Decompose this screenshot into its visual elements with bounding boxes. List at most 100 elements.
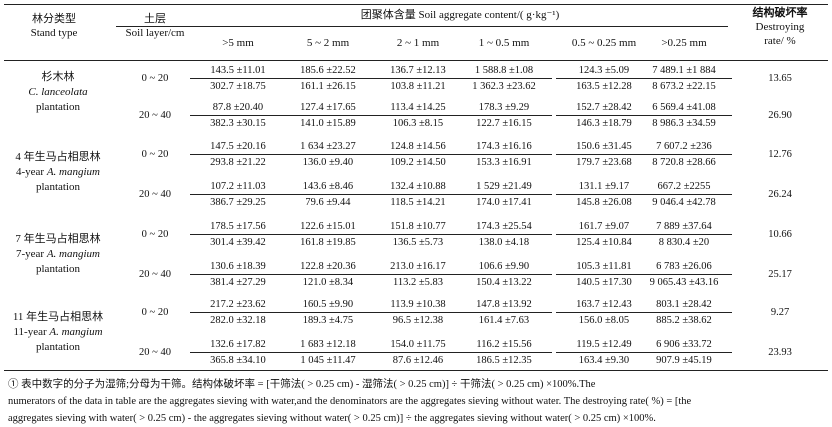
numerator-wet-sieving: 1 683 ±12.18 bbox=[280, 338, 376, 353]
header-bottom-rule bbox=[4, 60, 828, 61]
stand-label: 7 年生马占相思林 7-year A. mangium plantation bbox=[8, 232, 108, 277]
header-layer-cn: 土层 bbox=[144, 13, 166, 25]
denominator-dry-sieving: 282.0 ±32.18 bbox=[210, 315, 266, 326]
denominator-dry-sieving: 140.5 ±17.30 bbox=[576, 277, 632, 288]
footnote-line-2: numerators of the data in table are the … bbox=[8, 396, 692, 407]
denominator-dry-sieving: 365.8 ±34.10 bbox=[210, 355, 266, 366]
numerator-wet-sieving: 122.8 ±20.36 bbox=[280, 260, 376, 275]
aggregate-fraction-cell: 217.2 ±23.62 282.0 ±32.18 bbox=[190, 298, 286, 327]
aggregate-fraction-cell: 161.7 ±9.07 125.4 ±10.84 bbox=[556, 220, 652, 249]
header-size-col: 0.5 ~ 0.25 mm bbox=[571, 37, 637, 49]
numerator-wet-sieving: 87.8 ±20.40 bbox=[190, 101, 286, 116]
denominator-dry-sieving: 153.3 ±16.91 bbox=[476, 157, 532, 168]
soil-layer-cell: 20 ~ 40 bbox=[139, 347, 171, 358]
numerator-wet-sieving: 174.3 ±16.16 bbox=[456, 140, 552, 155]
stand-en-italic: A. mangium bbox=[49, 326, 103, 338]
aggregate-fraction-cell: 132.6 ±17.82 365.8 ±34.10 bbox=[190, 338, 286, 367]
aggregate-fraction-cell: 143.5 ±11.01 302.7 ±18.75 bbox=[190, 64, 286, 93]
denominator-dry-sieving: 136.0 ±9.40 bbox=[302, 157, 354, 168]
soil-layer-cell: 20 ~ 40 bbox=[139, 110, 171, 121]
aggregate-fraction-cell: 107.2 ±11.03 386.7 ±29.25 bbox=[190, 180, 286, 209]
denominator-dry-sieving: 122.7 ±16.15 bbox=[476, 118, 532, 129]
aggregate-fraction-cell: 147.8 ±13.92 161.4 ±7.63 bbox=[456, 298, 552, 327]
numerator-wet-sieving: 6 569.4 ±41.08 bbox=[636, 101, 732, 116]
numerator-wet-sieving: 130.6 ±18.39 bbox=[190, 260, 286, 275]
header-size-col: 5 ~ 2 mm bbox=[306, 37, 350, 49]
numerator-wet-sieving: 107.2 ±11.03 bbox=[190, 180, 286, 195]
denominator-dry-sieving: 136.5 ±5.73 bbox=[392, 237, 444, 248]
numerator-wet-sieving: 122.6 ±15.01 bbox=[280, 220, 376, 235]
denominator-dry-sieving: 1 362.3 ±23.62 bbox=[472, 81, 536, 92]
numerator-wet-sieving: 143.5 ±11.01 bbox=[190, 64, 286, 79]
numerator-wet-sieving: 106.6 ±9.90 bbox=[456, 260, 552, 275]
table-bottom-rule bbox=[4, 370, 828, 371]
aggregate-fraction-cell: 213.0 ±16.17 113.2 ±5.83 bbox=[370, 260, 466, 289]
aggregate-fraction-cell: 1 588.8 ±1.08 1 362.3 ±23.62 bbox=[456, 64, 552, 93]
aggregate-fraction-cell: 113.4 ±14.25 106.3 ±8.15 bbox=[370, 101, 466, 130]
numerator-wet-sieving: 105.3 ±11.81 bbox=[556, 260, 652, 275]
numerator-wet-sieving: 152.7 ±28.42 bbox=[556, 101, 652, 116]
numerator-wet-sieving: 6 906 ±33.72 bbox=[636, 338, 732, 353]
denominator-dry-sieving: 141.0 ±15.89 bbox=[300, 118, 356, 129]
denominator-dry-sieving: 386.7 ±29.25 bbox=[210, 197, 266, 208]
aggregate-fraction-cell: 151.8 ±10.77 136.5 ±5.73 bbox=[370, 220, 466, 249]
aggregate-fraction-cell: 105.3 ±11.81 140.5 ±17.30 bbox=[556, 260, 652, 289]
aggregate-fraction-cell: 667.2 ±2255 9 046.4 ±42.78 bbox=[636, 180, 732, 209]
denominator-dry-sieving: 161.1 ±26.15 bbox=[300, 81, 356, 92]
aggregate-fraction-cell: 178.3 ±9.29 122.7 ±16.15 bbox=[456, 101, 552, 130]
stand-label: 杉木林 C. lanceolata plantation bbox=[8, 70, 108, 115]
aggregate-fraction-cell: 143.6 ±8.46 79.6 ±9.44 bbox=[280, 180, 376, 209]
aggregate-fraction-cell: 163.7 ±12.43 156.0 ±8.05 bbox=[556, 298, 652, 327]
numerator-wet-sieving: 803.1 ±28.42 bbox=[636, 298, 732, 313]
header-layer-en: Soil layer/cm bbox=[125, 27, 185, 39]
denominator-dry-sieving: 96.5 ±12.38 bbox=[392, 315, 444, 326]
denominator-dry-sieving: 302.7 ±18.75 bbox=[210, 81, 266, 92]
aggregate-fraction-cell: 7 489.1 ±1 884 8 673.2 ±22.15 bbox=[636, 64, 732, 93]
aggregate-fraction-cell: 1 529 ±21.49 174.0 ±17.41 bbox=[456, 180, 552, 209]
denominator-dry-sieving: 301.4 ±39.42 bbox=[210, 237, 266, 248]
soil-layer-cell: 0 ~ 20 bbox=[141, 307, 169, 318]
stand-en-prefix: 11-year bbox=[13, 326, 50, 338]
header-stand-cn: 林分类型 bbox=[32, 13, 76, 25]
denominator-dry-sieving: 146.3 ±18.79 bbox=[576, 118, 632, 129]
denominator-dry-sieving: 125.4 ±10.84 bbox=[576, 237, 632, 248]
aggregate-fraction-cell: 1 683 ±12.18 1 045 ±11.47 bbox=[280, 338, 376, 367]
aggregate-fraction-cell: 122.8 ±20.36 121.0 ±8.34 bbox=[280, 260, 376, 289]
aggregate-fraction-cell: 87.8 ±20.40 382.3 ±30.15 bbox=[190, 101, 286, 130]
numerator-wet-sieving: 127.4 ±17.65 bbox=[280, 101, 376, 116]
aggregate-fraction-cell: 132.4 ±10.88 118.5 ±14.21 bbox=[370, 180, 466, 209]
aggregate-fraction-cell: 147.5 ±20.16 293.8 ±21.22 bbox=[190, 140, 286, 169]
aggregate-fraction-cell: 6 569.4 ±41.08 8 986.3 ±34.59 bbox=[636, 101, 732, 130]
denominator-dry-sieving: 145.8 ±26.08 bbox=[576, 197, 632, 208]
table-footnote: ① 表中数字的分子为湿筛;分母为干筛。结构体破坏率 = [干筛法( > 0.25… bbox=[8, 376, 826, 427]
denominator-dry-sieving: 174.0 ±17.41 bbox=[476, 197, 532, 208]
numerator-wet-sieving: 147.8 ±13.92 bbox=[456, 298, 552, 313]
numerator-wet-sieving: 113.4 ±14.25 bbox=[370, 101, 466, 116]
stand-cn: 4 年生马占相思林 bbox=[15, 151, 101, 163]
denominator-dry-sieving: 907.9 ±45.19 bbox=[656, 355, 712, 366]
denominator-dry-sieving: 79.6 ±9.44 bbox=[305, 197, 351, 208]
numerator-wet-sieving: 6 783 ±26.06 bbox=[636, 260, 732, 275]
numerator-wet-sieving: 217.2 ±23.62 bbox=[190, 298, 286, 313]
stand-en-italic: A. mangium bbox=[46, 166, 100, 178]
destroying-rate-cell: 25.17 bbox=[768, 269, 792, 280]
denominator-dry-sieving: 179.7 ±23.68 bbox=[576, 157, 632, 168]
aggregate-fraction-cell: 136.7 ±12.13 103.8 ±11.21 bbox=[370, 64, 466, 93]
denominator-dry-sieving: 118.5 ±14.21 bbox=[390, 197, 446, 208]
destroying-rate-cell: 26.90 bbox=[768, 110, 792, 121]
stand-en-prefix: 7-year bbox=[15, 248, 47, 260]
numerator-wet-sieving: 143.6 ±8.46 bbox=[280, 180, 376, 195]
aggregate-fraction-cell: 803.1 ±28.42 885.2 ±38.62 bbox=[636, 298, 732, 327]
denominator-dry-sieving: 8 830.4 ±20 bbox=[658, 237, 710, 248]
stand-label: 4 年生马占相思林 4-year A. mangium plantation bbox=[8, 150, 108, 195]
numerator-wet-sieving: 160.5 ±9.90 bbox=[280, 298, 376, 313]
numerator-wet-sieving: 161.7 ±9.07 bbox=[556, 220, 652, 235]
denominator-dry-sieving: 163.4 ±9.30 bbox=[578, 355, 630, 366]
aggregate-fraction-cell: 152.7 ±28.42 146.3 ±18.79 bbox=[556, 101, 652, 130]
destroying-rate-cell: 23.93 bbox=[768, 347, 792, 358]
numerator-wet-sieving: 154.0 ±11.75 bbox=[370, 338, 466, 353]
header-rate-en2: rate/ % bbox=[764, 35, 796, 47]
stand-en: plantation bbox=[36, 263, 80, 275]
aggregate-fraction-cell: 185.6 ±22.52 161.1 ±26.15 bbox=[280, 64, 376, 93]
denominator-dry-sieving: 186.5 ±12.35 bbox=[476, 355, 532, 366]
